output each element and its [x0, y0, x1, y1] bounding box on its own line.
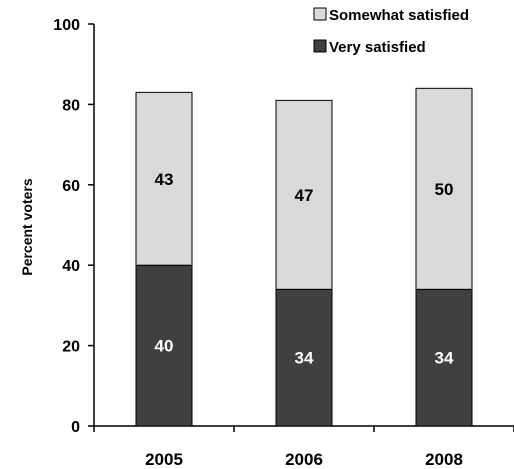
x-tick-label: 2005 [145, 450, 183, 469]
y-tick-label: 20 [62, 339, 80, 356]
data-label: 43 [155, 170, 174, 189]
legend-swatch [313, 39, 327, 53]
data-label: 50 [435, 180, 454, 199]
legend-label: Very satisfied [329, 39, 426, 56]
y-tick-label: 100 [53, 17, 80, 34]
data-labels: 40 43 34 47 34 50 [155, 170, 454, 368]
y-tick-label: 40 [62, 258, 80, 275]
y-tick-label: 60 [62, 178, 80, 195]
bars [135, 87, 473, 427]
bar-somewhat-satisfied-2008 [415, 87, 473, 290]
x-tick-label: 2006 [285, 450, 323, 469]
data-label: 34 [435, 349, 454, 368]
legend: Somewhat satisfied Very satisfied [313, 7, 469, 56]
y-tick-label: 0 [71, 419, 80, 436]
y-tick-label: 80 [62, 97, 80, 114]
data-label: 34 [295, 349, 314, 368]
bar-very-satisfied-2005 [135, 264, 193, 427]
legend-swatch [313, 7, 327, 21]
x-tick-label: 2008 [425, 450, 463, 469]
bar-very-satisfied-2006 [275, 288, 333, 427]
data-label: 47 [295, 186, 314, 205]
bar-somewhat-satisfied-2006 [275, 99, 333, 290]
legend-label: Somewhat satisfied [329, 7, 469, 24]
y-axis-title: Percent voters [19, 178, 35, 275]
data-label: 40 [155, 337, 174, 356]
bar-somewhat-satisfied-2005 [135, 91, 193, 266]
axes: 0 20 40 60 80 100 2005 2006 2008 [53, 17, 514, 469]
